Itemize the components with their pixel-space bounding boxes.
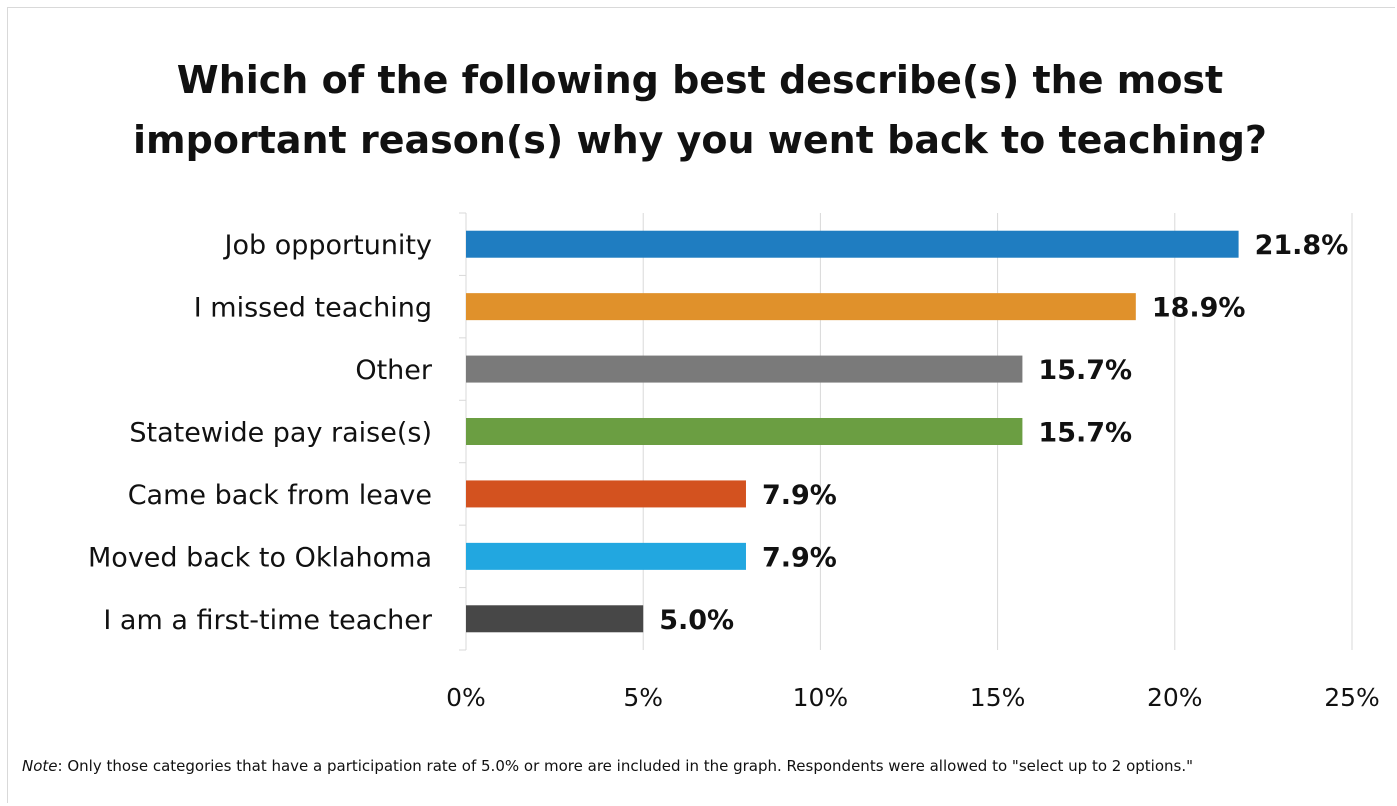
category-label: I am a first-time teacher: [103, 605, 433, 636]
data-label: 18.9%: [1152, 293, 1246, 324]
data-label: 15.7%: [1038, 418, 1132, 449]
bar: [466, 605, 643, 632]
data-label: 21.8%: [1255, 230, 1349, 261]
bar: [466, 356, 1022, 383]
footnote-text: : Only those categories that have a part…: [58, 757, 1194, 775]
category-label: I missed teaching: [194, 293, 432, 324]
bar: [466, 418, 1022, 445]
x-tick-label: 5%: [623, 683, 663, 712]
footnote-label: Note: [22, 757, 58, 775]
x-tick-label: 20%: [1147, 683, 1203, 712]
x-tick-label: 0%: [446, 683, 486, 712]
data-label: 5.0%: [659, 605, 734, 636]
category-label: Other: [355, 355, 433, 386]
data-label: 7.9%: [762, 542, 837, 573]
category-label: Came back from leave: [128, 480, 432, 511]
x-tick-label: 15%: [970, 683, 1026, 712]
category-label: Job opportunity: [223, 230, 433, 261]
bar: [466, 543, 746, 570]
x-tick-label: 10%: [793, 683, 849, 712]
footnote: Note: Only those categories that have a …: [22, 754, 1394, 778]
category-labels: Job opportunity I missed teaching Other Sta…: [88, 230, 433, 636]
x-tick-labels: 0% 5% 10% 15% 20% 25%: [446, 683, 1380, 712]
bar: [466, 231, 1239, 258]
data-label: 7.9%: [762, 480, 837, 511]
data-label: 15.7%: [1038, 355, 1132, 386]
category-label: Statewide pay raise(s): [129, 418, 432, 449]
x-tick-label: 25%: [1324, 683, 1380, 712]
y-axis: [459, 213, 466, 650]
bar: [466, 480, 746, 507]
bar: [466, 293, 1136, 320]
category-label: Moved back to Oklahoma: [88, 542, 432, 573]
